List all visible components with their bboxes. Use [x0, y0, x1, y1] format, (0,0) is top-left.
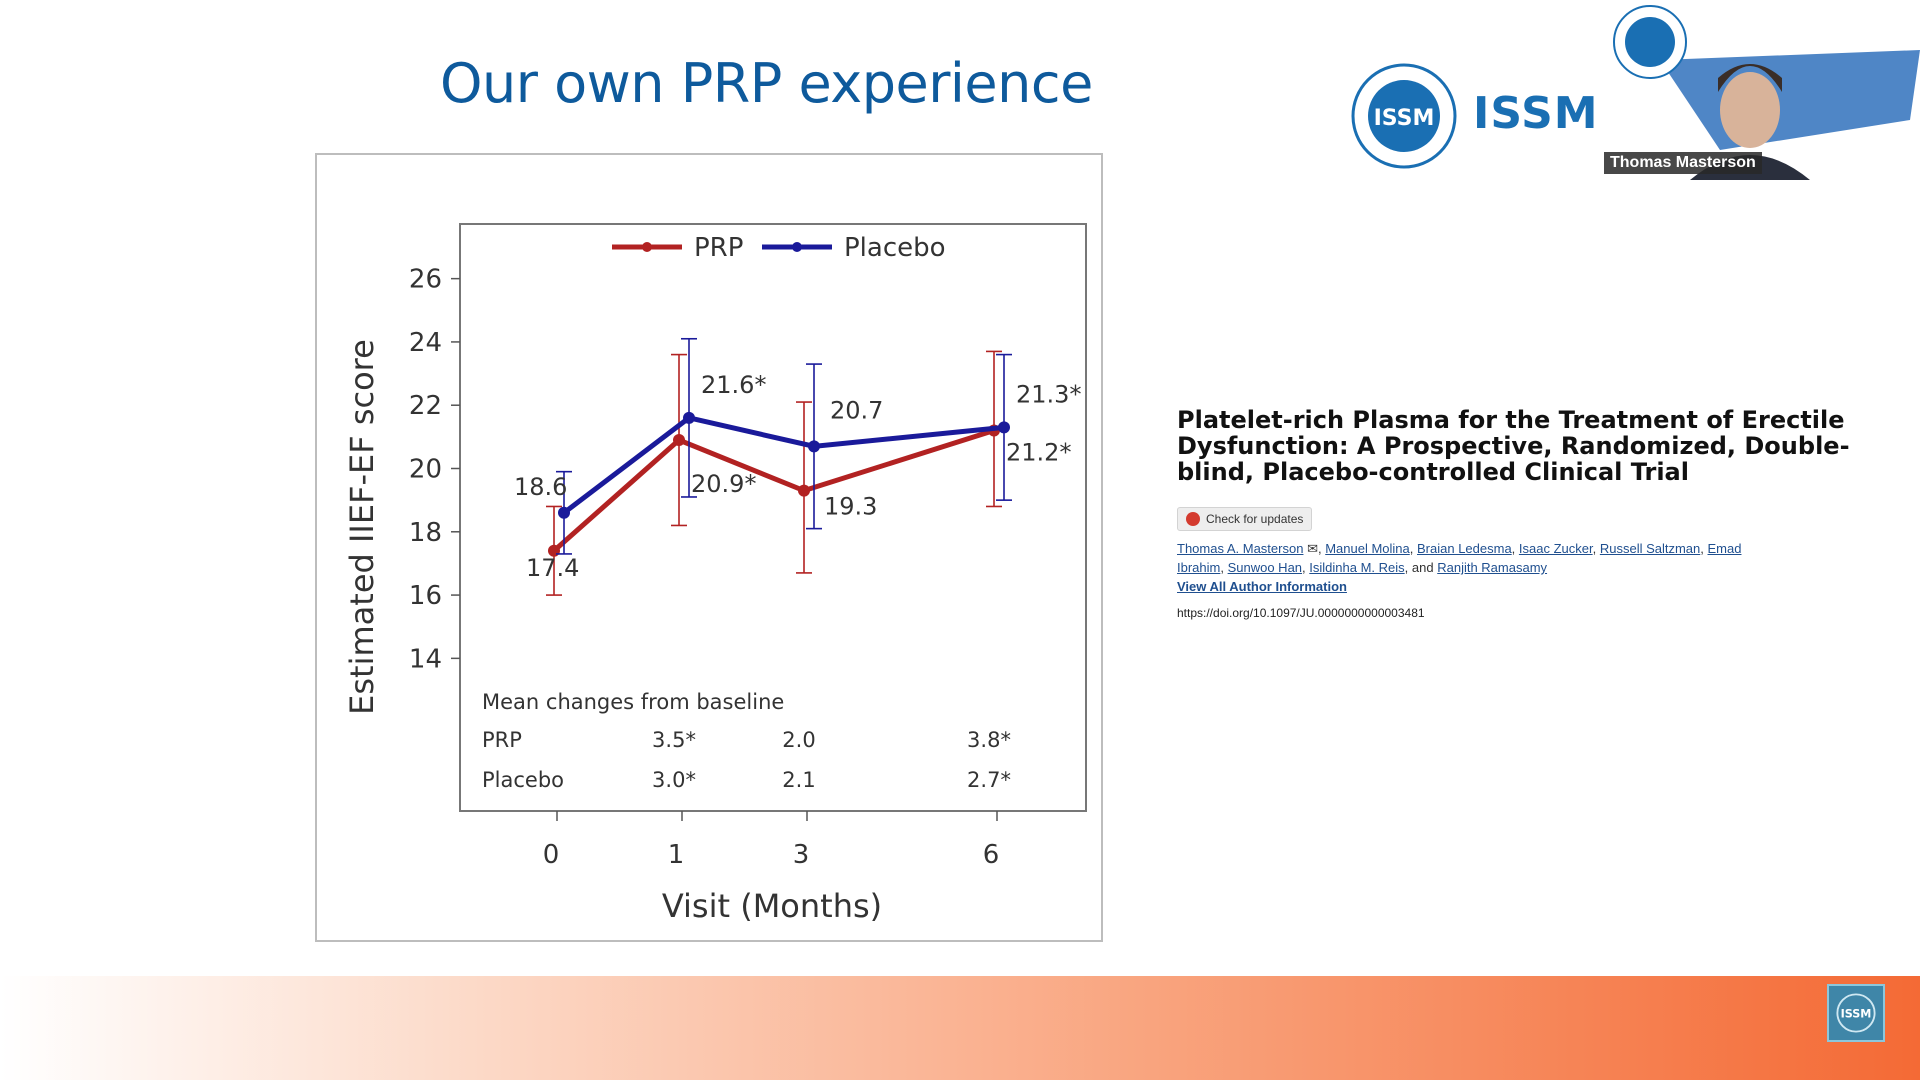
svg-text:ISSM: ISSM	[1841, 1008, 1872, 1021]
data-point	[673, 434, 685, 447]
data-label: 21.3*	[1016, 380, 1081, 408]
author-link[interactable]: Thomas A. Masterson	[1177, 541, 1304, 556]
crossmark-icon	[1186, 512, 1200, 526]
data-point	[998, 421, 1010, 434]
author-link[interactable]: Isildinha M. Reis	[1309, 560, 1405, 575]
y-tick-label: 22	[409, 391, 442, 421]
doi-link[interactable]: https://doi.org/10.1097/JU.0000000000003…	[1177, 606, 1425, 620]
corner-issm-logo: ISSM	[1827, 984, 1885, 1042]
estimated-iief-chart: 14 16 18 20 22 24 26 0 1 3 6 Visit (Months) Estimate…	[343, 223, 1087, 925]
paper-citation: Platelet-rich Plasma for the Treatment o…	[1177, 407, 1857, 620]
table-cell: 3.5*	[652, 728, 696, 752]
table-heading: Mean changes from baseline	[482, 690, 784, 714]
data-point	[798, 484, 810, 497]
speaker-video-tile[interactable]: Thomas Masterson	[1600, 0, 1920, 180]
data-point	[558, 506, 570, 519]
footer-band	[0, 976, 1920, 1080]
table-row-label: PRP	[482, 728, 522, 752]
data-label: 18.6	[514, 473, 567, 501]
x-axis-title: Visit (Months)	[662, 887, 882, 925]
and-word: and	[1411, 560, 1434, 575]
x-tick-label: 6	[983, 840, 1000, 870]
data-label: 19.3	[824, 493, 877, 521]
check-for-updates-label: Check for updates	[1206, 512, 1304, 526]
data-point	[683, 411, 695, 424]
paper-title: Platelet-rich Plasma for the Treatment o…	[1177, 406, 1850, 486]
svg-text:ISSM: ISSM	[1374, 106, 1435, 131]
slide-title: Our own PRP experience	[440, 52, 1093, 115]
data-label: 17.4	[526, 554, 579, 582]
author-link[interactable]: Ranjith Ramasamy	[1437, 560, 1548, 575]
author-list: Thomas A. Masterson ✉, Manuel Molina, Br…	[1177, 541, 1742, 575]
table-cell: 3.0*	[652, 768, 696, 792]
check-for-updates-button[interactable]: Check for updates	[1177, 507, 1313, 531]
author-link[interactable]: Russell Saltzman	[1599, 541, 1701, 556]
y-tick-label: 16	[409, 581, 442, 611]
table-cell: 2.0	[782, 728, 815, 752]
author-link[interactable]: Sunwoo Han	[1227, 560, 1303, 575]
y-tick-label: 14	[409, 644, 442, 674]
data-label: 20.9*	[691, 470, 756, 498]
issm-logo: ISSM	[1351, 63, 1457, 169]
data-label: 21.2*	[1006, 439, 1071, 467]
data-label: 20.7	[830, 396, 883, 424]
legend-label: Placebo	[844, 233, 946, 263]
x-tick-label: 0	[543, 840, 560, 870]
legend-marker	[792, 242, 802, 252]
x-tick-label: 3	[793, 840, 810, 870]
table-cell: 3.8*	[967, 728, 1011, 752]
author-link[interactable]: Emad Ibrahim	[1177, 541, 1742, 575]
series-line	[552, 428, 995, 553]
chart-frame: 14 16 18 20 22 24 26 0 1 3 6 Visit (Months) Estimate…	[315, 153, 1103, 942]
legend-label: PRP	[694, 233, 743, 263]
legend-marker	[642, 242, 652, 252]
table-cell: 2.1	[782, 768, 815, 792]
view-all-authors-link[interactable]: View All Author Information	[1177, 579, 1347, 594]
series-line	[562, 415, 1005, 515]
table-cell: 2.7*	[967, 768, 1011, 792]
author-link[interactable]: Manuel Molina	[1325, 541, 1410, 556]
y-tick-label: 24	[409, 328, 442, 358]
y-tick-label: 20	[409, 455, 442, 485]
author-link[interactable]: Braian Ledesma	[1417, 541, 1512, 556]
y-axis-title: Estimated IIEF-EF score	[343, 339, 381, 715]
table-row-label: Placebo	[482, 768, 564, 792]
data-point	[808, 440, 820, 453]
x-tick-label: 1	[668, 840, 685, 870]
email-icon[interactable]: ✉	[1307, 541, 1318, 556]
y-tick-label: 18	[409, 518, 442, 548]
speaker-name: Thomas Masterson	[1604, 152, 1762, 174]
author-link[interactable]: Isaac Zucker	[1518, 541, 1593, 556]
y-tick-label: 26	[409, 265, 442, 295]
data-label: 21.6*	[701, 371, 766, 399]
